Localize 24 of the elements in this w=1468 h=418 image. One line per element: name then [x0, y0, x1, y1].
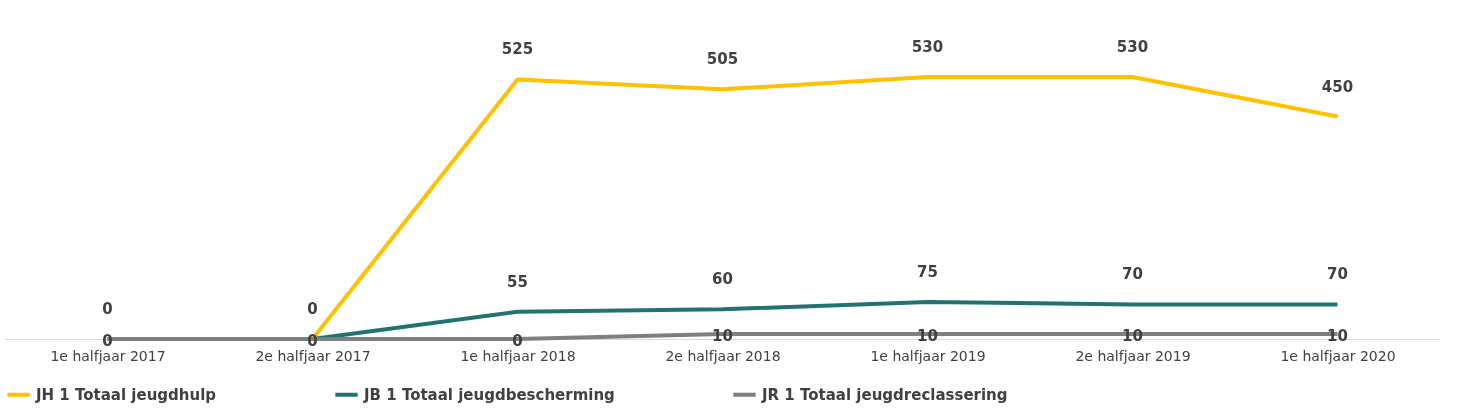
data-label: 70: [1327, 265, 1348, 284]
x-tick-label: 2e halfjaar 2019: [1075, 347, 1191, 364]
data-label: 0: [102, 332, 113, 350]
data-label: 530: [1116, 38, 1149, 56]
data-label: 450: [1321, 77, 1354, 96]
data-label: 525: [501, 40, 534, 59]
x-tick-label: 1e halfjaar 2019: [870, 347, 986, 364]
x-tick-label: 1e halfjaar 2020: [1280, 347, 1396, 364]
x-tick-label: 1e halfjaar 2018: [460, 347, 576, 364]
data-label: 75: [917, 262, 938, 281]
x-tick-label: 1e halfjaar 2017: [50, 347, 166, 364]
legend-label: JR 1 Totaal jeugdreclassering: [761, 385, 1008, 404]
data-label: 60: [712, 270, 733, 289]
data-label: 55: [507, 272, 528, 291]
data-label: 70: [1122, 265, 1143, 284]
x-tick-label: 2e halfjaar 2017: [255, 347, 371, 364]
data-label: 0: [307, 300, 318, 318]
data-label: 0: [102, 300, 113, 318]
legend-label: JH 1 Totaal jeugdhulp: [35, 385, 217, 404]
legend-label: JB 1 Totaal jeugdbescherming: [363, 385, 615, 404]
data-label: 505: [706, 50, 739, 69]
data-label: 10: [1327, 327, 1348, 346]
data-label: 530: [911, 38, 944, 56]
x-tick-label: 2e halfjaar 2018: [665, 347, 781, 364]
